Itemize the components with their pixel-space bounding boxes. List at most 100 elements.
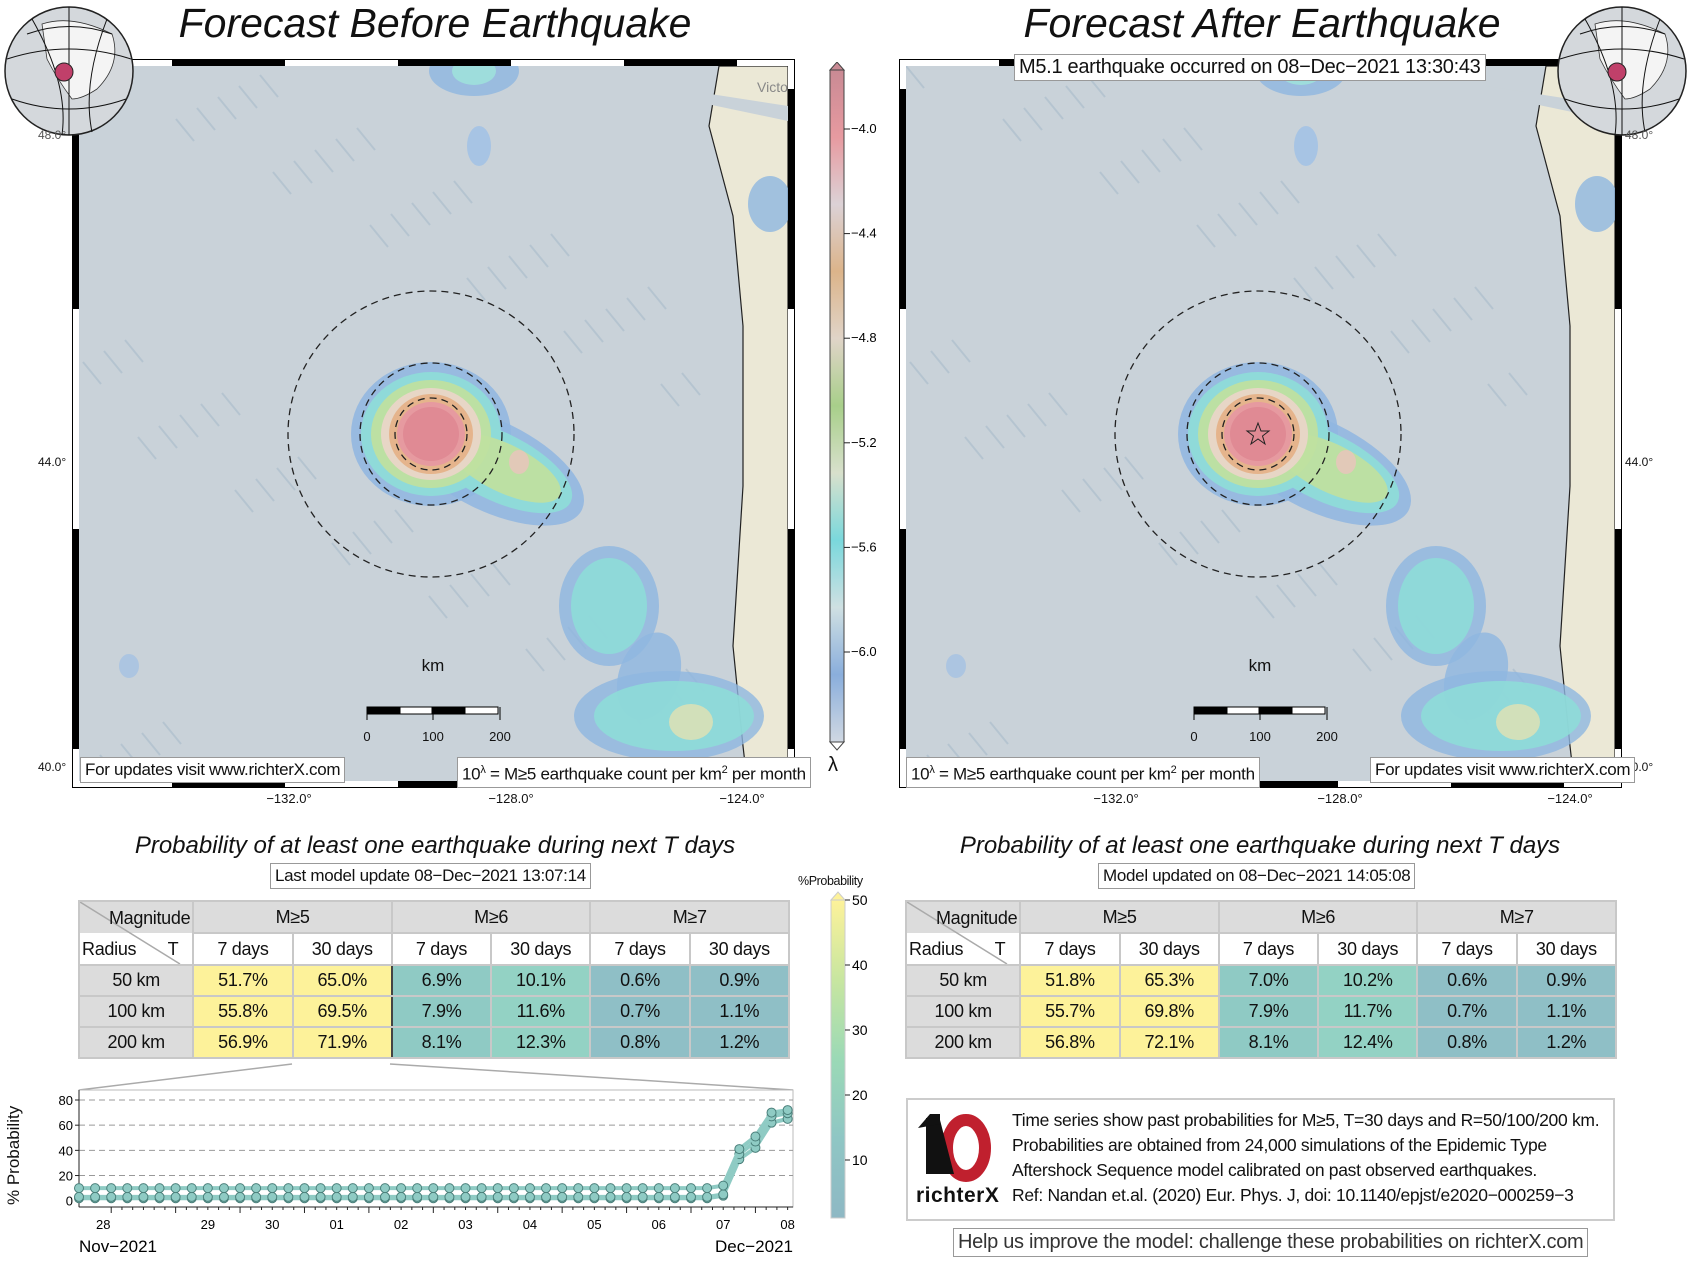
seafloor-relief — [546, 637, 566, 661]
seafloor-relief — [1293, 277, 1313, 301]
data-point — [267, 1191, 278, 1202]
info-line: Probabilities are obtained from 24,000 s… — [1012, 1135, 1547, 1155]
data-point — [621, 1191, 632, 1202]
seafloor-relief — [1099, 171, 1119, 195]
data-point — [492, 1191, 503, 1202]
seafloor-relief — [626, 297, 646, 321]
seafloor-relief — [550, 233, 570, 257]
probability-cell: 12.3% — [490, 1026, 592, 1059]
data-point — [363, 1183, 374, 1194]
seafloor-relief — [968, 732, 988, 756]
seafloor-relief — [525, 648, 545, 672]
colorbar-tick-label: −4.4 — [851, 226, 877, 241]
month-label: Nov−2021 — [79, 1237, 157, 1256]
data-point — [74, 1183, 84, 1194]
lon-label-128: −128.0° — [488, 791, 534, 806]
probability-cell: 69.5% — [291, 995, 393, 1028]
note-text: per month — [1176, 764, 1255, 784]
colorbar-tick-label: −6.0 — [851, 644, 877, 659]
seafloor-relief — [449, 584, 469, 608]
lat-label-48: 48.0° — [38, 128, 67, 142]
seafloor-relief — [1373, 637, 1393, 661]
seafloor-relief — [1141, 149, 1161, 173]
seafloor-relief — [964, 436, 984, 460]
probability-cell: 0.9% — [1515, 964, 1618, 997]
radius-corner-label: Radius — [909, 939, 964, 959]
probability-cell: 55.7% — [1019, 995, 1121, 1028]
seafloor-relief — [394, 509, 414, 533]
forecast-contour — [669, 704, 713, 740]
seafloor-relief — [1006, 414, 1026, 438]
seafloor-relief — [352, 531, 372, 555]
seafloor-relief — [217, 96, 237, 120]
data-point — [653, 1191, 664, 1202]
data-point — [524, 1191, 535, 1202]
y-tick-label: 40 — [59, 1143, 73, 1158]
period-header: 7 days — [192, 932, 294, 966]
zoom-connector — [78, 1063, 293, 1091]
lat-label-40: 40.0° — [38, 760, 67, 774]
seafloor-relief — [255, 478, 275, 502]
colorbar-tick-label: 40 — [852, 957, 868, 973]
seafloor-relief — [1297, 573, 1317, 597]
x-tick-label: 04 — [523, 1217, 537, 1232]
period-header: 7 days — [1019, 932, 1121, 966]
magnitude-header: M≥5 — [1019, 900, 1220, 934]
probability-cell: 0.6% — [589, 964, 691, 997]
period-header: 7 days — [589, 932, 691, 966]
forecast-contour — [1230, 407, 1286, 461]
seafloor-relief — [985, 425, 1005, 449]
probability-cell: 10.1% — [490, 964, 592, 997]
seafloor-relief — [331, 542, 351, 566]
data-point — [396, 1183, 407, 1194]
seafloor-relief — [453, 180, 473, 204]
period-header: 7 days — [1416, 932, 1518, 966]
seafloor-relief — [1221, 509, 1241, 533]
magnitude-corner-label: Magnitude — [108, 908, 191, 928]
lon-label-124: −124.0° — [719, 791, 765, 806]
period-header: 7 days — [390, 932, 493, 966]
seafloor-relief — [373, 520, 393, 544]
forecast-contour — [119, 654, 139, 678]
seafloor-relief — [1352, 648, 1372, 672]
seafloor-relief — [1162, 138, 1182, 162]
seafloor-relief — [1217, 213, 1237, 237]
forecast-contour — [467, 126, 491, 166]
data-point — [251, 1191, 262, 1202]
globe-parallel — [26, 26, 113, 35]
frame-border — [72, 59, 795, 788]
colorbar-bottom-arrow — [828, 741, 846, 751]
globe-meridian — [1641, 18, 1661, 133]
globe-parallel — [1564, 98, 1680, 110]
probability-cell: 65.3% — [1118, 964, 1220, 997]
seafloor-relief — [1023, 107, 1043, 131]
data-point — [251, 1183, 262, 1194]
seafloor-relief — [1002, 118, 1022, 142]
probability-cell: 1.1% — [1515, 995, 1618, 1028]
probability-colorbar-label: %Probability — [798, 874, 863, 888]
data-point — [702, 1191, 713, 1202]
seafloor-relief — [1183, 127, 1203, 151]
seafloor-relief — [1508, 372, 1528, 396]
data-point — [90, 1183, 101, 1194]
colorbar-tick-label: 10 — [852, 1152, 868, 1168]
table-row: 100 km 55.8% 69.5% 7.9% 11.6% 0.7% 1.1% — [77, 995, 791, 1028]
seafloor-relief — [1120, 160, 1140, 184]
seafloor-relief — [314, 149, 334, 173]
seafloor-relief — [470, 573, 490, 597]
note-sup: λ — [929, 764, 935, 776]
probability-cell: 65.0% — [291, 964, 393, 997]
lambda-definition-note: 10λ = M≥5 earthquake count per km2 per m… — [906, 757, 1260, 788]
forecast-contour — [1294, 126, 1318, 166]
data-point — [782, 1105, 793, 1116]
data-point — [508, 1183, 519, 1194]
scale-bar-segment — [431, 706, 466, 715]
challenge-link[interactable]: Help us improve the model: challenge the… — [953, 1228, 1589, 1257]
data-point — [460, 1183, 471, 1194]
seafloor-relief — [234, 489, 254, 513]
seafloor-relief — [1044, 96, 1064, 120]
probability-cell: 0.6% — [1416, 964, 1518, 997]
seafloor-relief — [297, 456, 317, 480]
period-header: 30 days — [490, 932, 592, 966]
x-tick-label: 07 — [716, 1217, 730, 1232]
